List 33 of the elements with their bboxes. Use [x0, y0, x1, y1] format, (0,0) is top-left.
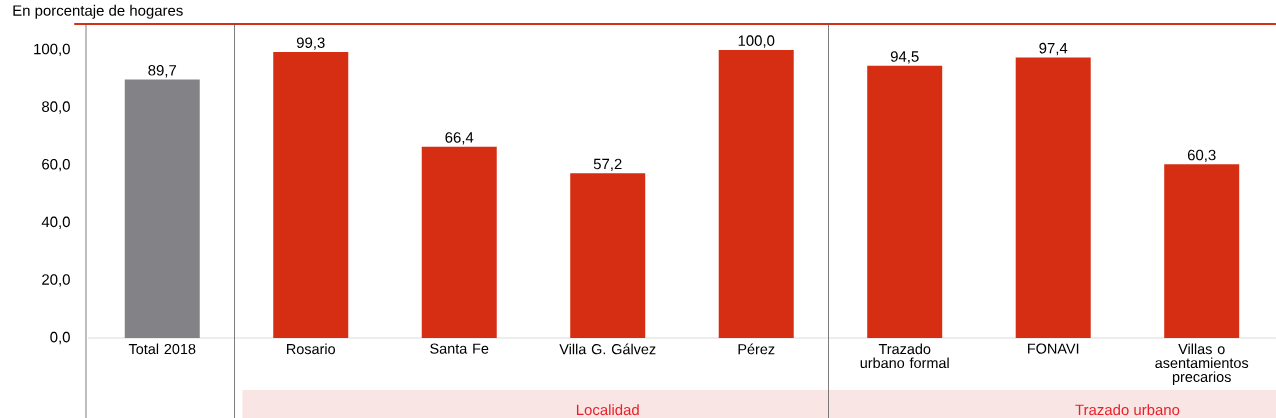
bar	[718, 49, 794, 338]
data-label: 57,2	[593, 158, 622, 172]
y-tick-label: 0,0	[50, 331, 70, 345]
text: Localidad	[576, 404, 639, 416]
bar	[867, 65, 943, 338]
bar	[1164, 164, 1240, 338]
x-tick-label: FONAVI	[1028, 343, 1079, 354]
bar	[124, 79, 200, 338]
y-tick-label: 40,0	[41, 216, 70, 229]
y-tick-label: 20,0	[42, 274, 70, 287]
data-label: 97,4	[1039, 42, 1068, 56]
bar	[570, 173, 646, 338]
x-tick-label: Trazado urbano formal	[860, 343, 949, 369]
bar	[1015, 57, 1091, 338]
data-label: 66,4	[445, 132, 474, 145]
x-tick-label: Total 2018	[128, 343, 196, 355]
y-tick-label: 80,0	[42, 101, 70, 114]
x-tick-label: Santa Fe	[430, 343, 489, 354]
x-tick-label: Villas o asentamientos precarios	[1155, 343, 1249, 385]
data-label: 60,3	[1187, 149, 1216, 163]
data-label: 89,7	[148, 65, 177, 78]
x-tick-label: Rosario	[287, 343, 336, 355]
data-label: 99,3	[296, 37, 325, 50]
chart-title: En porcentaje de hogares	[13, 4, 183, 19]
text: Trazado urbano	[1075, 404, 1180, 416]
data-label: 100,0	[738, 35, 775, 48]
y-tick-label: 100,0	[34, 43, 70, 57]
data-label: 94,5	[890, 51, 919, 64]
y-tick-label: 60,0	[42, 158, 70, 172]
x-tick-label: Villa G. Gálvez	[559, 343, 656, 355]
bar	[421, 146, 497, 338]
x-tick-label: Pérez	[738, 343, 775, 355]
bar	[273, 51, 349, 338]
